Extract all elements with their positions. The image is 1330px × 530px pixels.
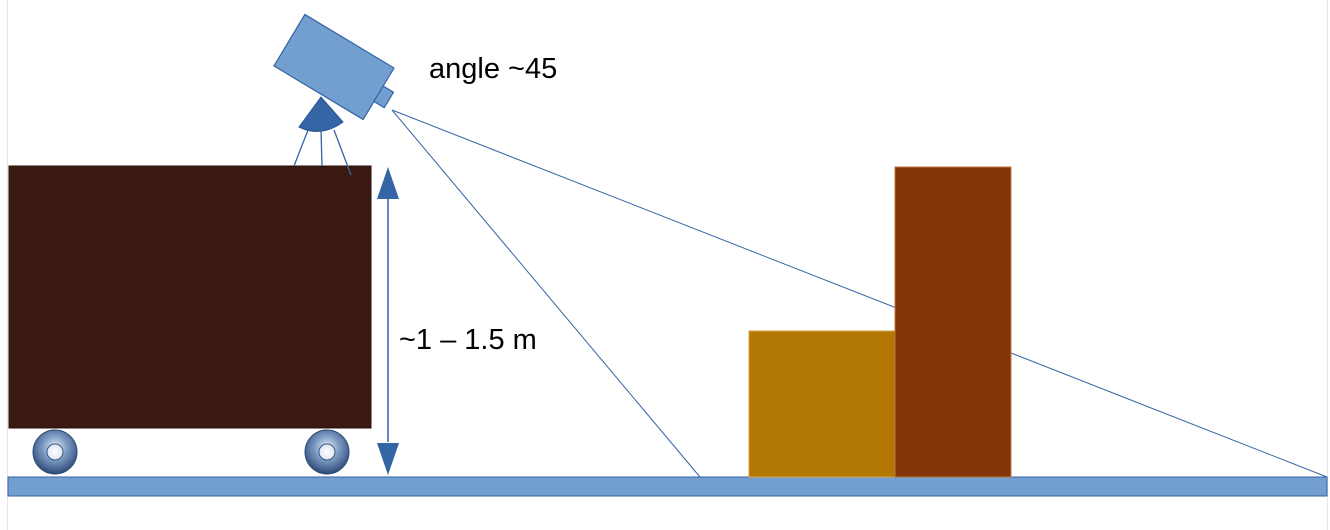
wheel-right-icon bbox=[304, 429, 350, 475]
right-page-edge bbox=[1327, 0, 1328, 530]
height-label: ~1 – 1.5 m bbox=[399, 324, 537, 356]
cart-body bbox=[8, 165, 372, 429]
box-tall bbox=[894, 166, 1012, 478]
box-short bbox=[748, 330, 897, 478]
field-of-view-lines bbox=[391, 109, 1328, 478]
left-page-edge bbox=[7, 0, 8, 530]
tripod bbox=[293, 129, 352, 176]
double-arrow-icon bbox=[377, 167, 399, 475]
floor bbox=[7, 476, 1328, 497]
wheel-left-icon bbox=[32, 429, 78, 475]
camera-icon bbox=[273, 13, 395, 121]
camera-mount bbox=[298, 96, 344, 132]
angle-label: angle ~45 bbox=[429, 53, 558, 85]
